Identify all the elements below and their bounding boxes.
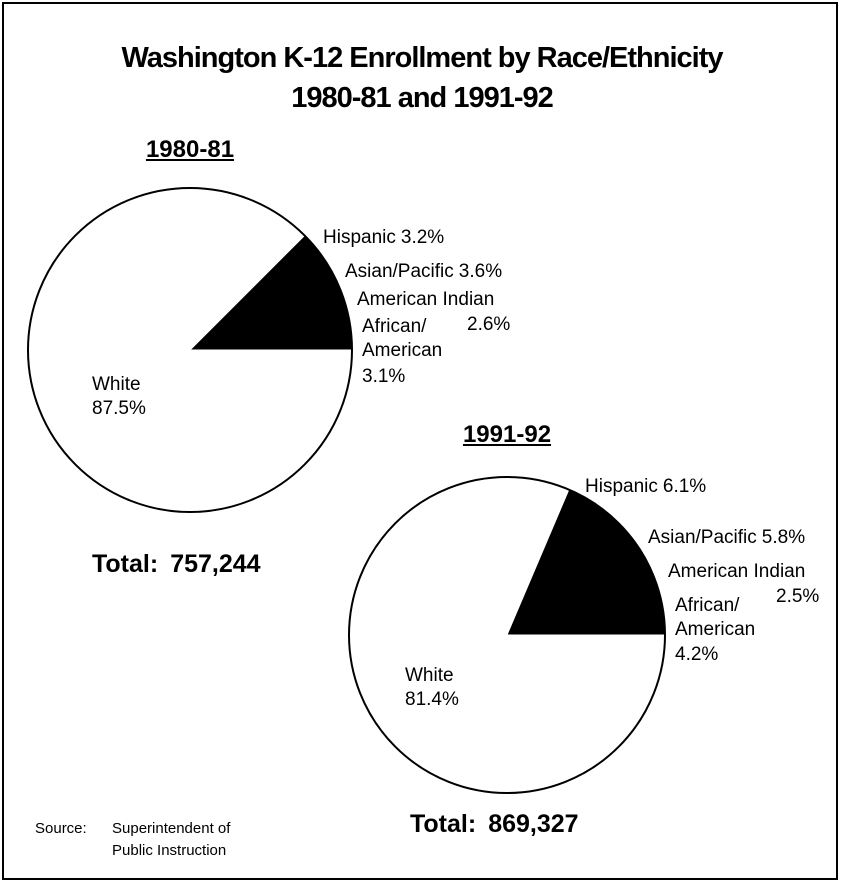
category-label: Hispanic: [585, 476, 658, 497]
subtitle: 1980-81 and 1991-92: [291, 82, 554, 114]
category-label: American Indian: [357, 289, 495, 310]
slice-label: Asian/Pacific 5.8%: [648, 526, 805, 550]
value-label: 3.6%: [458, 261, 503, 282]
category-label: Hispanic: [323, 227, 396, 248]
total: Total: 869,327: [410, 810, 579, 839]
slice-label: African/ American: [362, 315, 457, 363]
slice-label: White 81.4%: [405, 664, 459, 712]
source-label: Source:: [35, 820, 87, 837]
slice-label: Asian/Pacific 3.6%: [345, 260, 502, 284]
slice-label: White 87.5%: [92, 373, 146, 421]
slice-label: Hispanic 6.1%: [585, 475, 706, 499]
value-label: 4.2%: [675, 644, 719, 665]
slice-label: American Indian: [668, 560, 805, 584]
total-value: 757,244: [170, 550, 261, 578]
value-label: 3.1%: [362, 366, 406, 387]
value-label: 81.4%: [405, 689, 459, 710]
title: Washington K-12 Enrollment by Race/Ethni…: [121, 42, 723, 74]
value-label: 5.8%: [761, 527, 806, 548]
pie-title: 1980-81: [145, 136, 235, 163]
value-label: 87.5%: [92, 398, 146, 419]
value-label: 2.5%: [776, 586, 820, 607]
value-label: 3.2%: [400, 227, 445, 248]
total: Total: 757,244: [92, 550, 261, 579]
slice-label: Hispanic 3.2%: [323, 226, 444, 250]
category-label: Asian/Pacific: [648, 527, 757, 548]
category-label: American Indian: [668, 561, 806, 582]
value-label: 6.1%: [662, 476, 707, 497]
pie-outline: [348, 476, 666, 794]
value-label: 2.6%: [467, 314, 511, 335]
slice-label: American Indian: [357, 288, 494, 312]
total-label: Total:: [410, 810, 477, 838]
category-label: White: [405, 665, 454, 686]
category-label: African/ American: [675, 595, 756, 640]
category-label: African/ American: [362, 316, 443, 361]
pie-title: 1991-92: [462, 421, 552, 448]
total-value: 869,327: [488, 810, 579, 838]
category-label: White: [92, 374, 141, 395]
category-label: Asian/Pacific: [345, 261, 454, 282]
pie-outline: [27, 187, 353, 513]
slice-label: African/ American: [675, 594, 770, 642]
total-label: Total:: [92, 550, 159, 578]
source: Superintendent of Public Instruction: [112, 820, 231, 859]
pie-slice: [27, 187, 353, 513]
